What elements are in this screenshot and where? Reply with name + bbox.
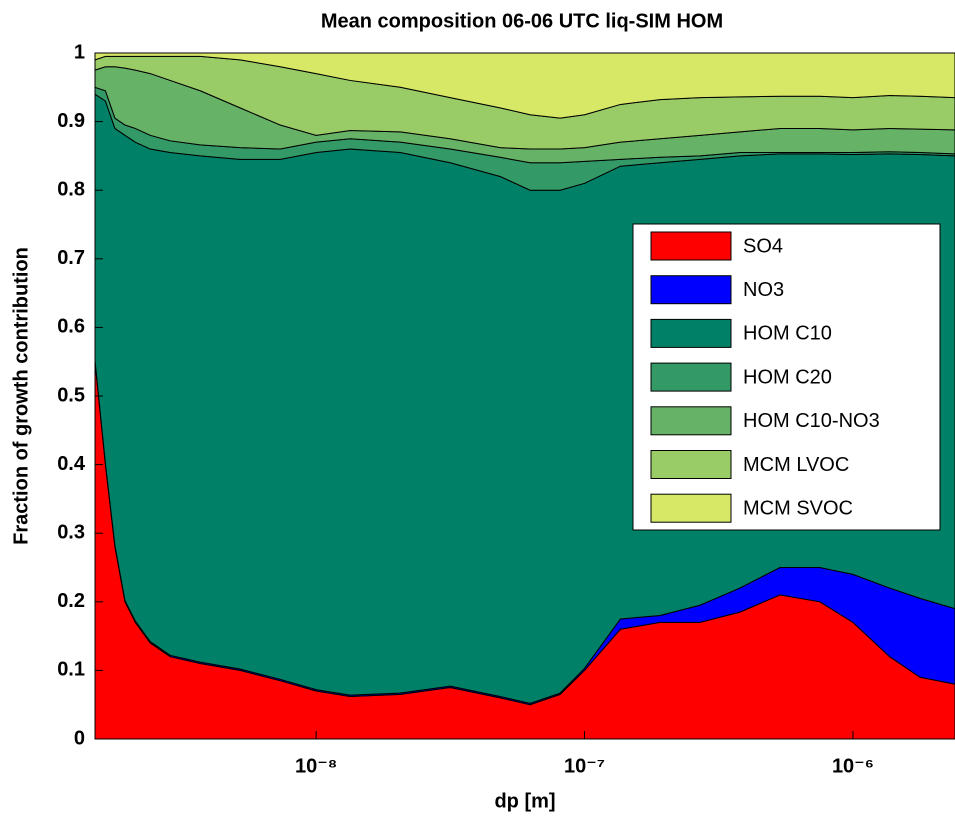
y-tick-label: 0.2 — [57, 590, 85, 612]
legend-label: MCM SVOC — [743, 497, 853, 519]
y-tick-label: 0.7 — [57, 247, 85, 269]
legend-swatch — [650, 231, 732, 261]
legend-label: HOM C10-NO3 — [743, 410, 880, 432]
y-tick-label: 0.1 — [57, 659, 85, 681]
x-tick-label: 10⁻⁸ — [295, 755, 337, 777]
y-tick-label: 0 — [74, 727, 85, 749]
legend-swatch — [650, 406, 732, 436]
x-tick-label: 10⁻⁷ — [564, 755, 605, 777]
y-tick-label: 0.8 — [57, 178, 85, 200]
y-axis-label: Fraction of growth contribution — [10, 247, 32, 545]
legend-label: HOM C20 — [743, 366, 832, 388]
legend-swatch — [650, 493, 732, 523]
y-tick-label: 0.3 — [57, 521, 85, 543]
chart-title: Mean composition 06-06 UTC liq-SIM HOM — [321, 10, 723, 32]
y-tick-label: 0.5 — [57, 384, 85, 406]
legend-swatch — [650, 275, 732, 305]
y-tick-label: 1 — [74, 41, 85, 63]
legend-label: NO3 — [743, 279, 784, 301]
y-tick-label: 0.4 — [57, 453, 86, 475]
legend-swatch — [650, 362, 732, 392]
legend-label: HOM C10 — [743, 323, 832, 345]
legend-label: SO4 — [743, 235, 783, 257]
legend-swatch — [650, 318, 732, 348]
x-axis-label: dp [m] — [494, 790, 555, 812]
y-tick-label: 0.9 — [57, 110, 85, 132]
legend-label: MCM LVOC — [743, 454, 849, 476]
x-tick-label: 10⁻⁶ — [832, 755, 874, 777]
y-tick-label: 0.6 — [57, 316, 85, 338]
legend-swatch — [650, 450, 732, 479]
